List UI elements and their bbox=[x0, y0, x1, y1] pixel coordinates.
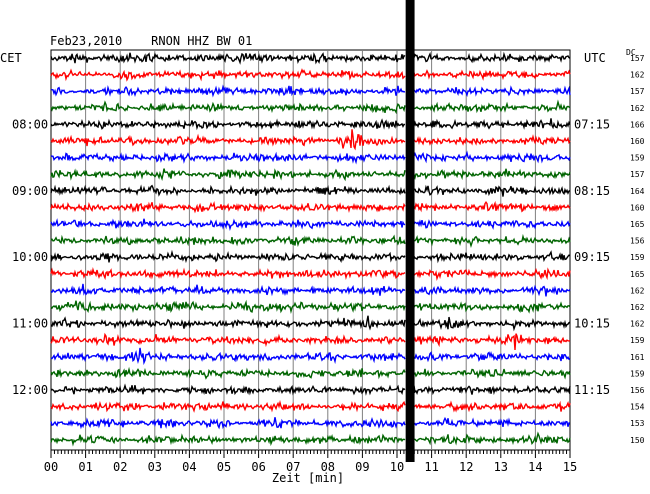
dc-offset-value: 161 bbox=[630, 353, 645, 362]
gap-bar bbox=[405, 0, 415, 462]
dc-offset-value: 162 bbox=[630, 320, 645, 329]
x-tick-label: 11 bbox=[424, 460, 438, 474]
dc-offset-value: 157 bbox=[630, 54, 645, 63]
dc-offset-value: 165 bbox=[630, 220, 645, 229]
utc-time-label: 07:15 bbox=[574, 117, 610, 131]
dc-offset-labels: 157 162 157 162 166 160 159 157 164 160 165 156 159 1… bbox=[630, 54, 645, 445]
seismic-trace bbox=[50, 283, 571, 297]
seismic-trace bbox=[50, 99, 571, 115]
cet-time-label: 12:00 bbox=[12, 383, 48, 397]
utc-time-label: 09:15 bbox=[574, 250, 610, 264]
seismic-trace bbox=[50, 399, 571, 413]
seismic-trace bbox=[50, 315, 571, 332]
dc-offset-value: 162 bbox=[630, 303, 645, 312]
x-tick-label: 00 bbox=[44, 460, 58, 474]
x-tick-label: 14 bbox=[528, 460, 542, 474]
chart-title: Feb23,2010 RNON HHZ BW 01 bbox=[50, 34, 252, 48]
seismic-traces bbox=[50, 51, 571, 447]
seismic-trace bbox=[50, 267, 571, 282]
dc-offset-value: 160 bbox=[630, 203, 645, 212]
utc-time-label: 08:15 bbox=[574, 184, 610, 198]
seismic-trace bbox=[50, 150, 571, 165]
dc-offset-value: 159 bbox=[630, 253, 645, 262]
dc-offset-value: 154 bbox=[630, 403, 645, 412]
seismic-trace bbox=[50, 233, 571, 249]
utc-zone-label: UTC bbox=[584, 51, 606, 65]
seismic-trace bbox=[50, 68, 571, 82]
x-tick-label: 03 bbox=[148, 460, 162, 474]
x-axis: 00 01 02 03 04 05 06 07 08 09 10 11 12 13 14 15 bbox=[44, 450, 577, 474]
seismic-trace bbox=[50, 249, 571, 264]
x-tick-label: 02 bbox=[113, 460, 127, 474]
x-tick-label: 01 bbox=[78, 460, 92, 474]
seismic-trace bbox=[50, 347, 571, 366]
seismic-trace bbox=[50, 416, 570, 430]
time-labels: 08:00 09:00 10:00 11:00 12:00 07:15 08:15 09:15… bbox=[12, 117, 610, 397]
x-tick-label: 15 bbox=[563, 460, 577, 474]
seismic-trace bbox=[50, 299, 571, 314]
dc-offset-value: 157 bbox=[630, 87, 645, 96]
x-tick-label: 12 bbox=[459, 460, 473, 474]
cet-time-label: 09:00 bbox=[12, 184, 48, 198]
dc-offset-value: 162 bbox=[630, 286, 645, 295]
seismic-trace bbox=[50, 431, 571, 447]
seismic-trace bbox=[50, 118, 571, 131]
seismic-trace bbox=[50, 218, 571, 232]
utc-time-label: 11:15 bbox=[574, 383, 610, 397]
cet-time-label: 10:00 bbox=[12, 250, 48, 264]
seismic-trace bbox=[50, 332, 571, 351]
x-tick-label: 04 bbox=[182, 460, 196, 474]
dc-header-label: DC bbox=[626, 48, 636, 57]
dc-offset-value: 156 bbox=[630, 386, 645, 395]
x-tick-label: 07 bbox=[286, 460, 300, 474]
x-tick-label: 10 bbox=[390, 460, 404, 474]
dc-offset-value: 150 bbox=[630, 436, 645, 445]
dc-offset-value: 159 bbox=[630, 336, 645, 345]
cet-time-label: 11:00 bbox=[12, 317, 48, 331]
data-gap-bar bbox=[405, 0, 415, 462]
seismic-trace bbox=[50, 129, 571, 151]
seismic-trace bbox=[50, 51, 571, 65]
dc-offset-value: 162 bbox=[630, 104, 645, 113]
seismic-trace bbox=[50, 200, 571, 214]
x-tick-label: 13 bbox=[494, 460, 508, 474]
x-tick-label: 06 bbox=[251, 460, 265, 474]
dc-offset-value: 165 bbox=[630, 270, 645, 279]
seismic-trace bbox=[50, 383, 571, 396]
x-axis-label: Zeit [min] bbox=[272, 471, 344, 485]
dc-offset-value: 164 bbox=[630, 187, 645, 196]
cet-zone-label: CET bbox=[0, 51, 22, 65]
x-tick-label: 08 bbox=[321, 460, 335, 474]
utc-time-label: 10:15 bbox=[574, 317, 610, 331]
x-tick-label: 09 bbox=[355, 460, 369, 474]
dc-offset-value: 160 bbox=[630, 137, 645, 146]
seismic-trace bbox=[50, 184, 571, 197]
dc-offset-value: 157 bbox=[630, 170, 645, 179]
minute-gridlines bbox=[50, 49, 571, 451]
dc-offset-value: 166 bbox=[630, 120, 645, 129]
seismic-trace bbox=[50, 366, 571, 380]
cet-time-label: 08:00 bbox=[12, 117, 48, 131]
dc-offset-value: 159 bbox=[630, 154, 645, 163]
seismic-trace bbox=[50, 168, 571, 182]
dc-offset-value: 162 bbox=[630, 71, 645, 80]
dc-offset-value: 156 bbox=[630, 237, 645, 246]
dc-offset-value: 159 bbox=[630, 369, 645, 378]
seismic-trace bbox=[50, 84, 571, 98]
x-tick-label: 05 bbox=[217, 460, 231, 474]
dc-offset-value: 153 bbox=[630, 419, 645, 428]
